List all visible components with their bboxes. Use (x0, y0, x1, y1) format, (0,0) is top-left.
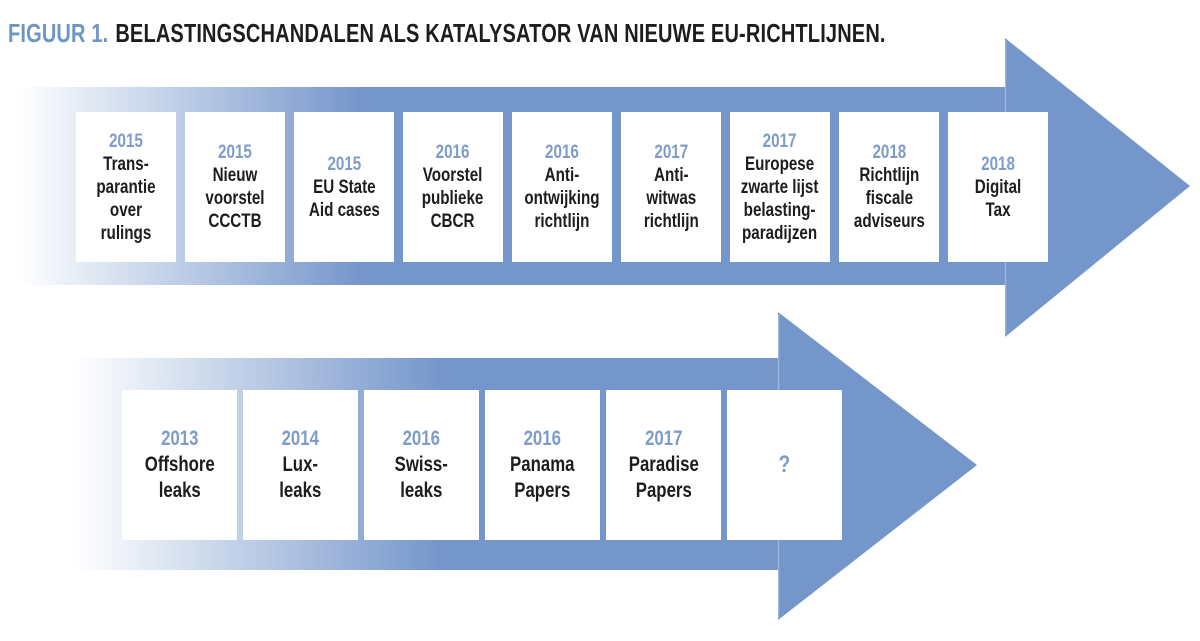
year-label: 2015 (109, 130, 143, 152)
figure-title: FIGUUR 1. BELASTINGSCHANDALEN ALS KATALYS… (8, 18, 886, 48)
bottom-box-paradise-papers: 2017 Paradise Papers (606, 390, 721, 540)
year-label: 2018 (981, 153, 1015, 175)
bottom-box-swissleaks: 2016 Swiss- leaks (364, 390, 479, 540)
top-box-voorstel-publieke-cbcr: 2016 Voorstel publieke CBCR (403, 112, 503, 262)
year-label: 2018 (872, 142, 906, 163)
event-label: Trans- parantie over rulings (96, 153, 156, 244)
year-label: 2014 (281, 427, 320, 450)
year-label: 2015 (327, 153, 361, 175)
event-label: Europese zwarte lijst belasting- paradij… (741, 153, 819, 244)
figure-title-text: BELASTINGSCHANDALEN ALS KATALYSATOR VAN … (115, 18, 886, 48)
top-box-nieuw-voorstel-ccctb: 2015 Nieuw voorstel CCCTB (185, 112, 285, 262)
event-label: Nieuw voorstel CCCTB (205, 165, 265, 232)
event-label: Swiss- leaks (394, 453, 449, 502)
event-label: Lux- leaks (279, 453, 322, 502)
event-label: Anti- ontwijking richtlijn (524, 165, 600, 232)
year-label: 2015 (218, 142, 252, 163)
bottom-box-panama-papers: 2016 Panama Papers (485, 390, 600, 540)
event-label: Panama Papers (510, 453, 575, 502)
top-box-transparantie-rulings: 2015 Trans- parantie over rulings (76, 112, 176, 262)
year-label: 2016 (436, 142, 470, 163)
top-box-anti-ontwijking-richtlijn: 2016 Anti- ontwijking richtlijn (512, 112, 612, 262)
top-box-zwarte-lijst-belastingparadijzen: 2017 Europese zwarte lijst belasting- par… (730, 112, 830, 262)
top-box-richtlijn-fiscale-adviseurs: 2018 Richtlijn fiscale adviseurs (839, 112, 939, 262)
year-label: 2016 (402, 427, 441, 450)
year-label: 2013 (160, 427, 199, 450)
year-label: 2017 (644, 427, 683, 450)
top-box-eu-state-aid-cases: 2015 EU State Aid cases (294, 112, 394, 262)
event-label: Anti- witwas richtlijn (643, 165, 699, 232)
year-label: 2016 (545, 142, 579, 163)
question-mark-label: ? (778, 451, 791, 478)
figure-number: FIGUUR 1. (8, 18, 109, 48)
top-box-anti-witwas-richtlijn: 2017 Anti- witwas richtlijn (621, 112, 721, 262)
event-label: Digital Tax (974, 176, 1022, 221)
year-label: 2017 (763, 130, 797, 152)
event-label: EU State Aid cases (308, 176, 380, 221)
year-label: 2017 (654, 142, 688, 163)
year-label: 2016 (523, 427, 562, 450)
bottom-box-offshore-leaks: 2013 Offshore leaks (122, 390, 237, 540)
event-label: Offshore leaks (144, 453, 215, 502)
bottom-box-luxleaks: 2014 Lux- leaks (243, 390, 358, 540)
event-label: Paradise Papers (628, 453, 699, 502)
event-label: Richtlijn fiscale adviseurs (853, 165, 925, 232)
top-box-digital-tax: 2018 Digital Tax (948, 112, 1048, 262)
bottom-box-unknown-next-scandal: ? (727, 390, 842, 540)
event-label: Voorstel publieke CBCR (422, 165, 484, 232)
